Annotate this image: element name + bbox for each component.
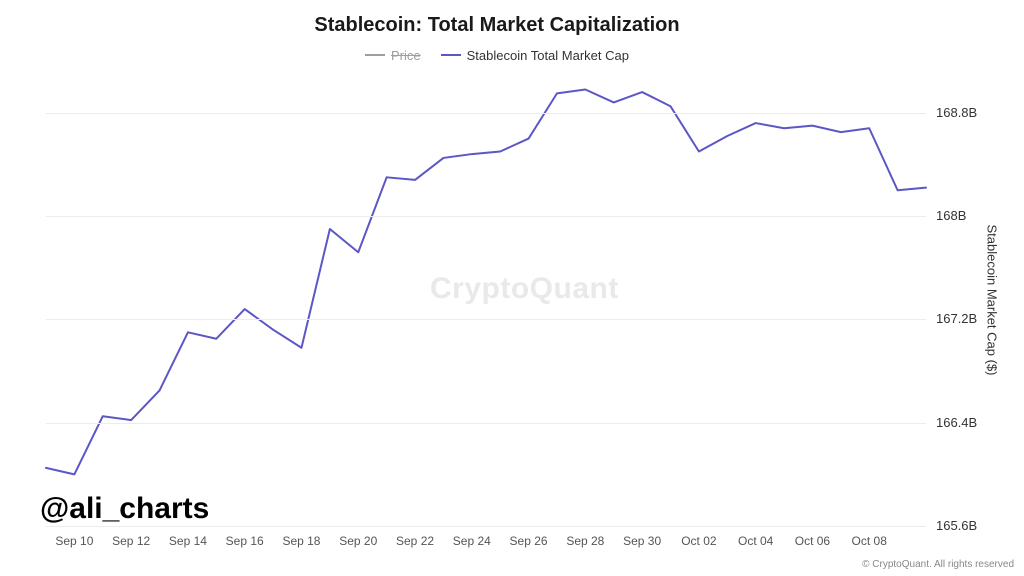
x-tick-label-7: Sep 24 (453, 534, 491, 548)
legend-item-1[interactable]: Stablecoin Total Market Cap (441, 48, 629, 63)
legend-label-1: Stablecoin Total Market Cap (467, 48, 629, 63)
chart-title: Stablecoin: Total Market Capitalization (0, 14, 994, 37)
x-tick-label-0: Sep 10 (55, 534, 93, 548)
x-tick-label-14: Oct 08 (852, 534, 887, 548)
x-tick-label-6: Sep 22 (396, 534, 434, 548)
x-tick-label-5: Sep 20 (339, 534, 377, 548)
y-tick-label-4: 168.8B (936, 105, 977, 120)
x-tick-label-4: Sep 18 (282, 534, 320, 548)
author-handle: @ali_charts (40, 492, 209, 526)
x-tick-label-3: Sep 16 (226, 534, 264, 548)
x-tick-label-9: Sep 28 (566, 534, 604, 548)
x-tick-label-8: Sep 26 (510, 534, 548, 548)
legend-swatch-0 (365, 54, 385, 56)
grid-line-h-3 (46, 216, 926, 217)
x-tick-label-11: Oct 02 (681, 534, 716, 548)
grid-line-h-4 (46, 113, 926, 114)
x-tick-label-13: Oct 06 (795, 534, 830, 548)
chart-legend: Price Stablecoin Total Market Cap (0, 44, 994, 63)
y-tick-label-0: 165.6B (936, 518, 977, 533)
x-tick-label-12: Oct 04 (738, 534, 773, 548)
grid-line-h-2 (46, 319, 926, 320)
y-tick-label-1: 166.4B (936, 415, 977, 430)
plot-area (46, 74, 926, 526)
y-axis-title: Stablecoin Market Cap ($) (985, 224, 1000, 375)
x-tick-label-2: Sep 14 (169, 534, 207, 548)
chart-container: Stablecoin: Total Market Capitalization … (0, 0, 1024, 576)
legend-item-0[interactable]: Price (365, 48, 421, 63)
y-tick-label-2: 167.2B (936, 311, 977, 326)
x-tick-label-1: Sep 12 (112, 534, 150, 548)
line-series-svg (46, 74, 926, 526)
grid-line-h-0 (46, 526, 926, 527)
legend-swatch-1 (441, 54, 461, 56)
copyright-text: © CryptoQuant. All rights reserved (862, 559, 1014, 570)
grid-line-h-1 (46, 423, 926, 424)
line-path (46, 90, 926, 475)
legend-label-0: Price (391, 48, 421, 63)
y-tick-label-3: 168B (936, 208, 966, 223)
x-tick-label-10: Sep 30 (623, 534, 661, 548)
